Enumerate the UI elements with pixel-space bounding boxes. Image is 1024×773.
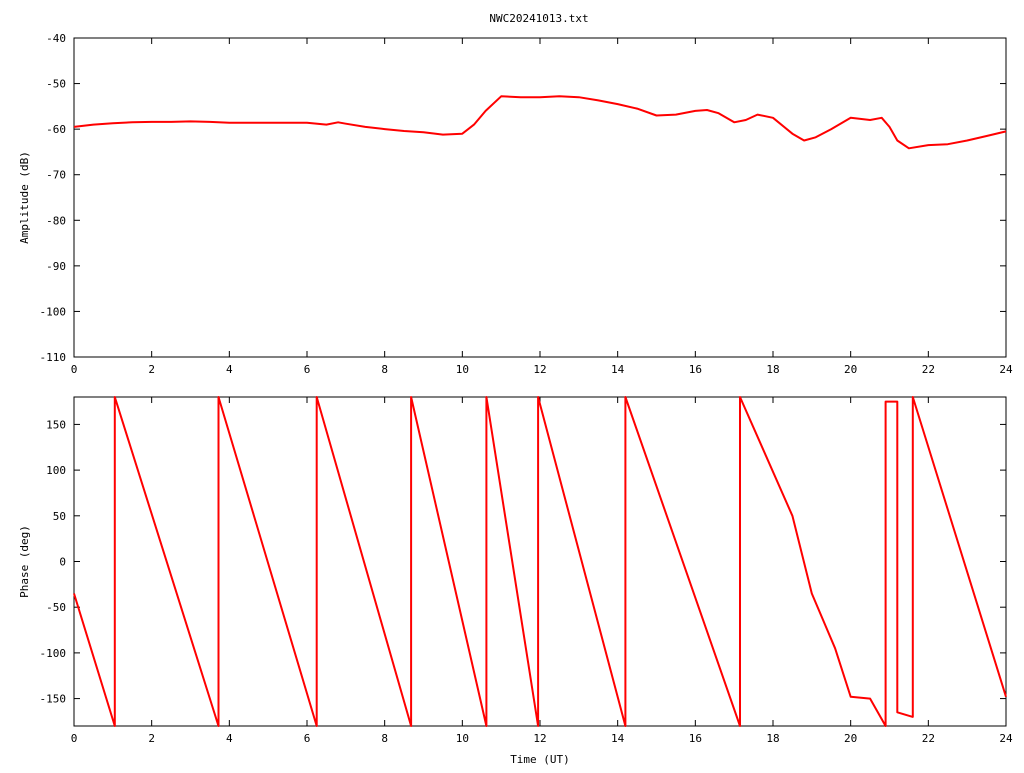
amplitude-x-tick-label: 14 <box>611 363 625 376</box>
amplitude-y-tick-label: -60 <box>46 123 66 136</box>
phase-x-tick-label: 24 <box>999 732 1013 745</box>
amplitude-y-tick-label: -40 <box>46 32 66 45</box>
phase-plot-frame <box>73 396 1007 727</box>
phase-x-tick-label: 18 <box>766 732 779 745</box>
phase-x-tick-label: 4 <box>226 732 233 745</box>
amplitude-x-tick-label: 22 <box>922 363 935 376</box>
amplitude-x-tick-label: 8 <box>381 363 388 376</box>
phase-x-tick-label: 20 <box>844 732 857 745</box>
phase-x-tick-label: 22 <box>922 732 935 745</box>
amplitude-y-axis-label: Amplitude (dB) <box>18 151 31 244</box>
phase-x-tick-label: 6 <box>304 732 311 745</box>
amplitude-x-tick-label: 20 <box>844 363 857 376</box>
amplitude-y-tick-label: -70 <box>46 169 66 182</box>
amplitude-x-tick-label: 2 <box>148 363 155 376</box>
phase-x-axis-label: Time (UT) <box>510 753 570 766</box>
phase-y-tick-label: 100 <box>46 464 66 477</box>
phase-x-tick-label: 12 <box>533 732 546 745</box>
phase-x-tick-label: 14 <box>611 732 625 745</box>
amplitude-y-tick-label: -50 <box>46 78 66 91</box>
amplitude-series-line <box>73 95 1007 150</box>
amplitude-plot-frame <box>73 37 1007 358</box>
phase-panel: 0 2 4 6 8 10 12 14 16 18 20 22 24-150-100-5005010015… <box>18 396 1013 766</box>
amplitude-x-tick-label: 16 <box>689 363 702 376</box>
amplitude-y-tick-label: -80 <box>46 214 66 227</box>
phase-series-line <box>73 396 1007 727</box>
phase-x-tick-label: 2 <box>148 732 155 745</box>
amplitude-y-tick-label: -110 <box>40 351 67 364</box>
phase-y-tick-label: 50 <box>53 510 66 523</box>
amplitude-x-tick-label: 0 <box>71 363 78 376</box>
amplitude-y-tick-label: -90 <box>46 260 66 273</box>
amplitude-x-tick-label: 6 <box>304 363 311 376</box>
amplitude-x-tick-label: 10 <box>456 363 469 376</box>
amplitude-x-tick-label: 12 <box>533 363 546 376</box>
phase-y-tick-label: -100 <box>40 647 67 660</box>
phase-y-tick-label: -150 <box>40 693 67 706</box>
amplitude-x-tick-label: 4 <box>226 363 233 376</box>
chart-title: NWC20241013.txt <box>489 12 588 25</box>
phase-x-tick-label: 8 <box>381 732 388 745</box>
phase-y-axis-label: Phase (deg) <box>18 525 31 598</box>
phase-x-tick-label: 10 <box>456 732 469 745</box>
phase-x-tick-label: 16 <box>689 732 702 745</box>
phase-y-tick-label: 150 <box>46 418 66 431</box>
amplitude-y-tick-label: -100 <box>40 305 67 318</box>
amplitude-x-tick-label: 18 <box>766 363 779 376</box>
amplitude-panel: 0 2 4 6 8 10 12 14 16 18 20 22 24-110-100-90-80-70-6… <box>18 32 1013 376</box>
phase-y-tick-label: -50 <box>46 601 66 614</box>
amplitude-x-tick-label: 24 <box>999 363 1013 376</box>
phase-y-tick-label: 0 <box>59 556 66 569</box>
phase-x-tick-label: 0 <box>71 732 78 745</box>
